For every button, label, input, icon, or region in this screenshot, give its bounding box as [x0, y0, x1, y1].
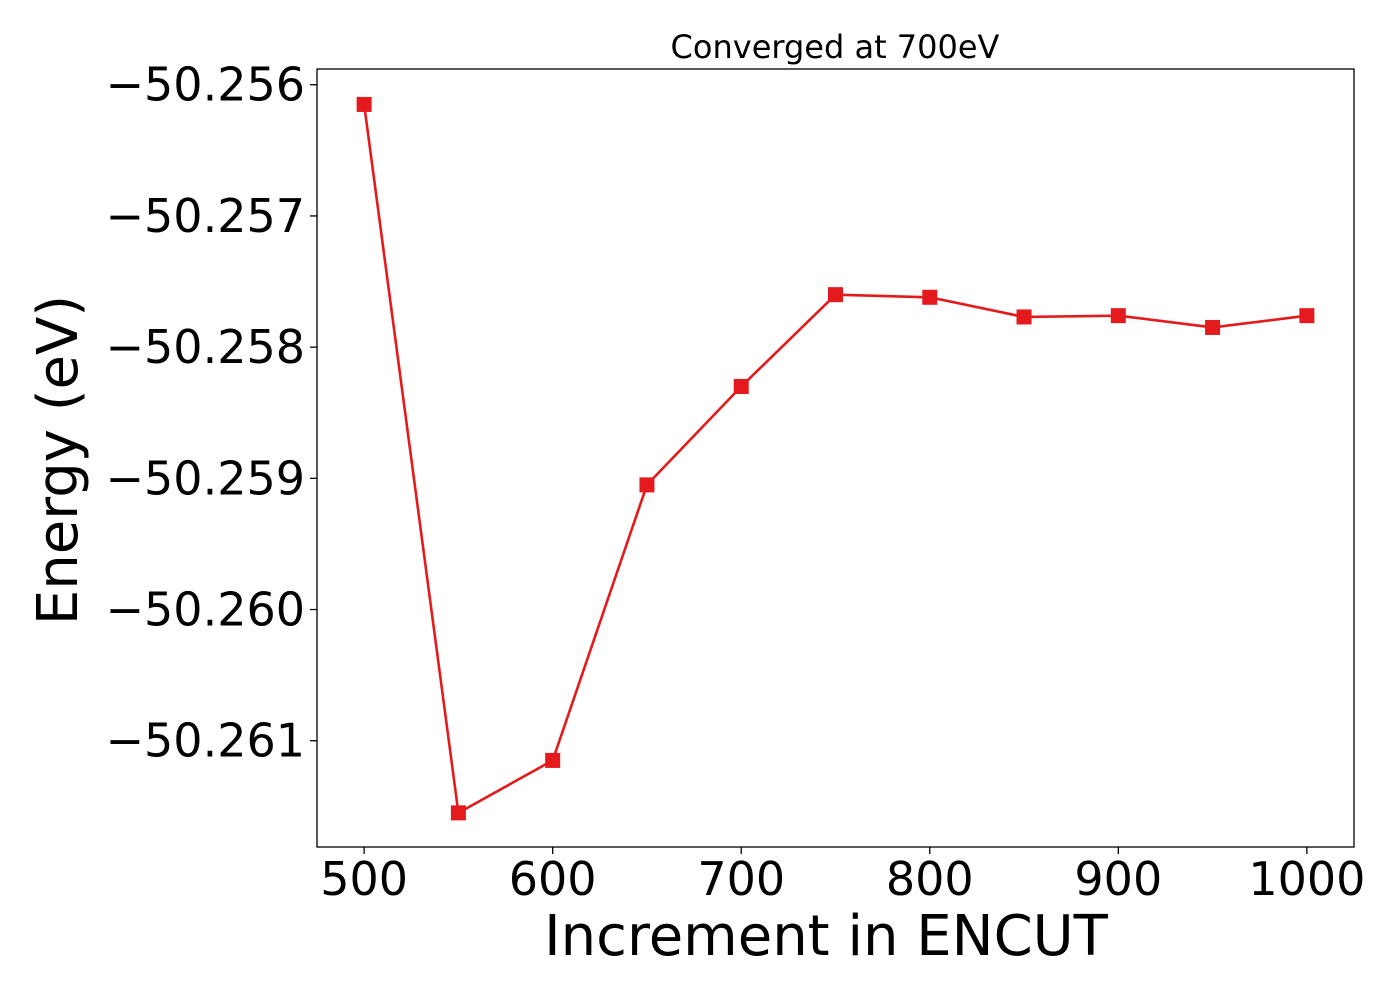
x-tick-label: 500 [320, 852, 408, 906]
data-point-marker [733, 378, 749, 394]
x-tick-label: 1000 [1248, 852, 1365, 906]
data-point-marker [450, 805, 466, 821]
y-tick-label: −50.256 [106, 58, 306, 112]
plot-frame [316, 68, 1355, 848]
x-axis: 500 600 700 800 900 1000 [320, 847, 1365, 906]
y-tick-label: −50.258 [106, 320, 306, 374]
y-axis: −50.256 −50.257 −50.258 −50.259 −50.260 −50.2… [106, 58, 317, 768]
x-tick-label: 700 [697, 852, 785, 906]
x-tick-label: 900 [1074, 852, 1162, 906]
x-tick-label: 600 [509, 852, 597, 906]
y-tick-label: −50.257 [106, 189, 306, 243]
data-point-marker [639, 477, 655, 493]
chart-title: Converged at 700eV [671, 28, 1000, 66]
y-tick-label: −50.259 [106, 451, 306, 505]
data-point-marker [1016, 309, 1032, 325]
data-point-marker [1299, 308, 1315, 324]
data-point-marker [828, 287, 843, 303]
data-point-marker [356, 96, 372, 112]
data-point-marker [922, 289, 938, 305]
y-axis-label: Energy (eV) [26, 295, 91, 625]
x-axis-label: Increment in ENCUT [544, 904, 1109, 969]
x-tick-label: 800 [886, 852, 974, 906]
data-point-marker [1110, 308, 1126, 324]
plot-area [356, 96, 1315, 821]
y-tick-label: −50.260 [106, 583, 306, 637]
data-point-marker [545, 752, 561, 768]
data-point-marker [1205, 319, 1221, 335]
y-tick-label: −50.261 [106, 714, 306, 768]
series-line [362, 104, 1308, 815]
